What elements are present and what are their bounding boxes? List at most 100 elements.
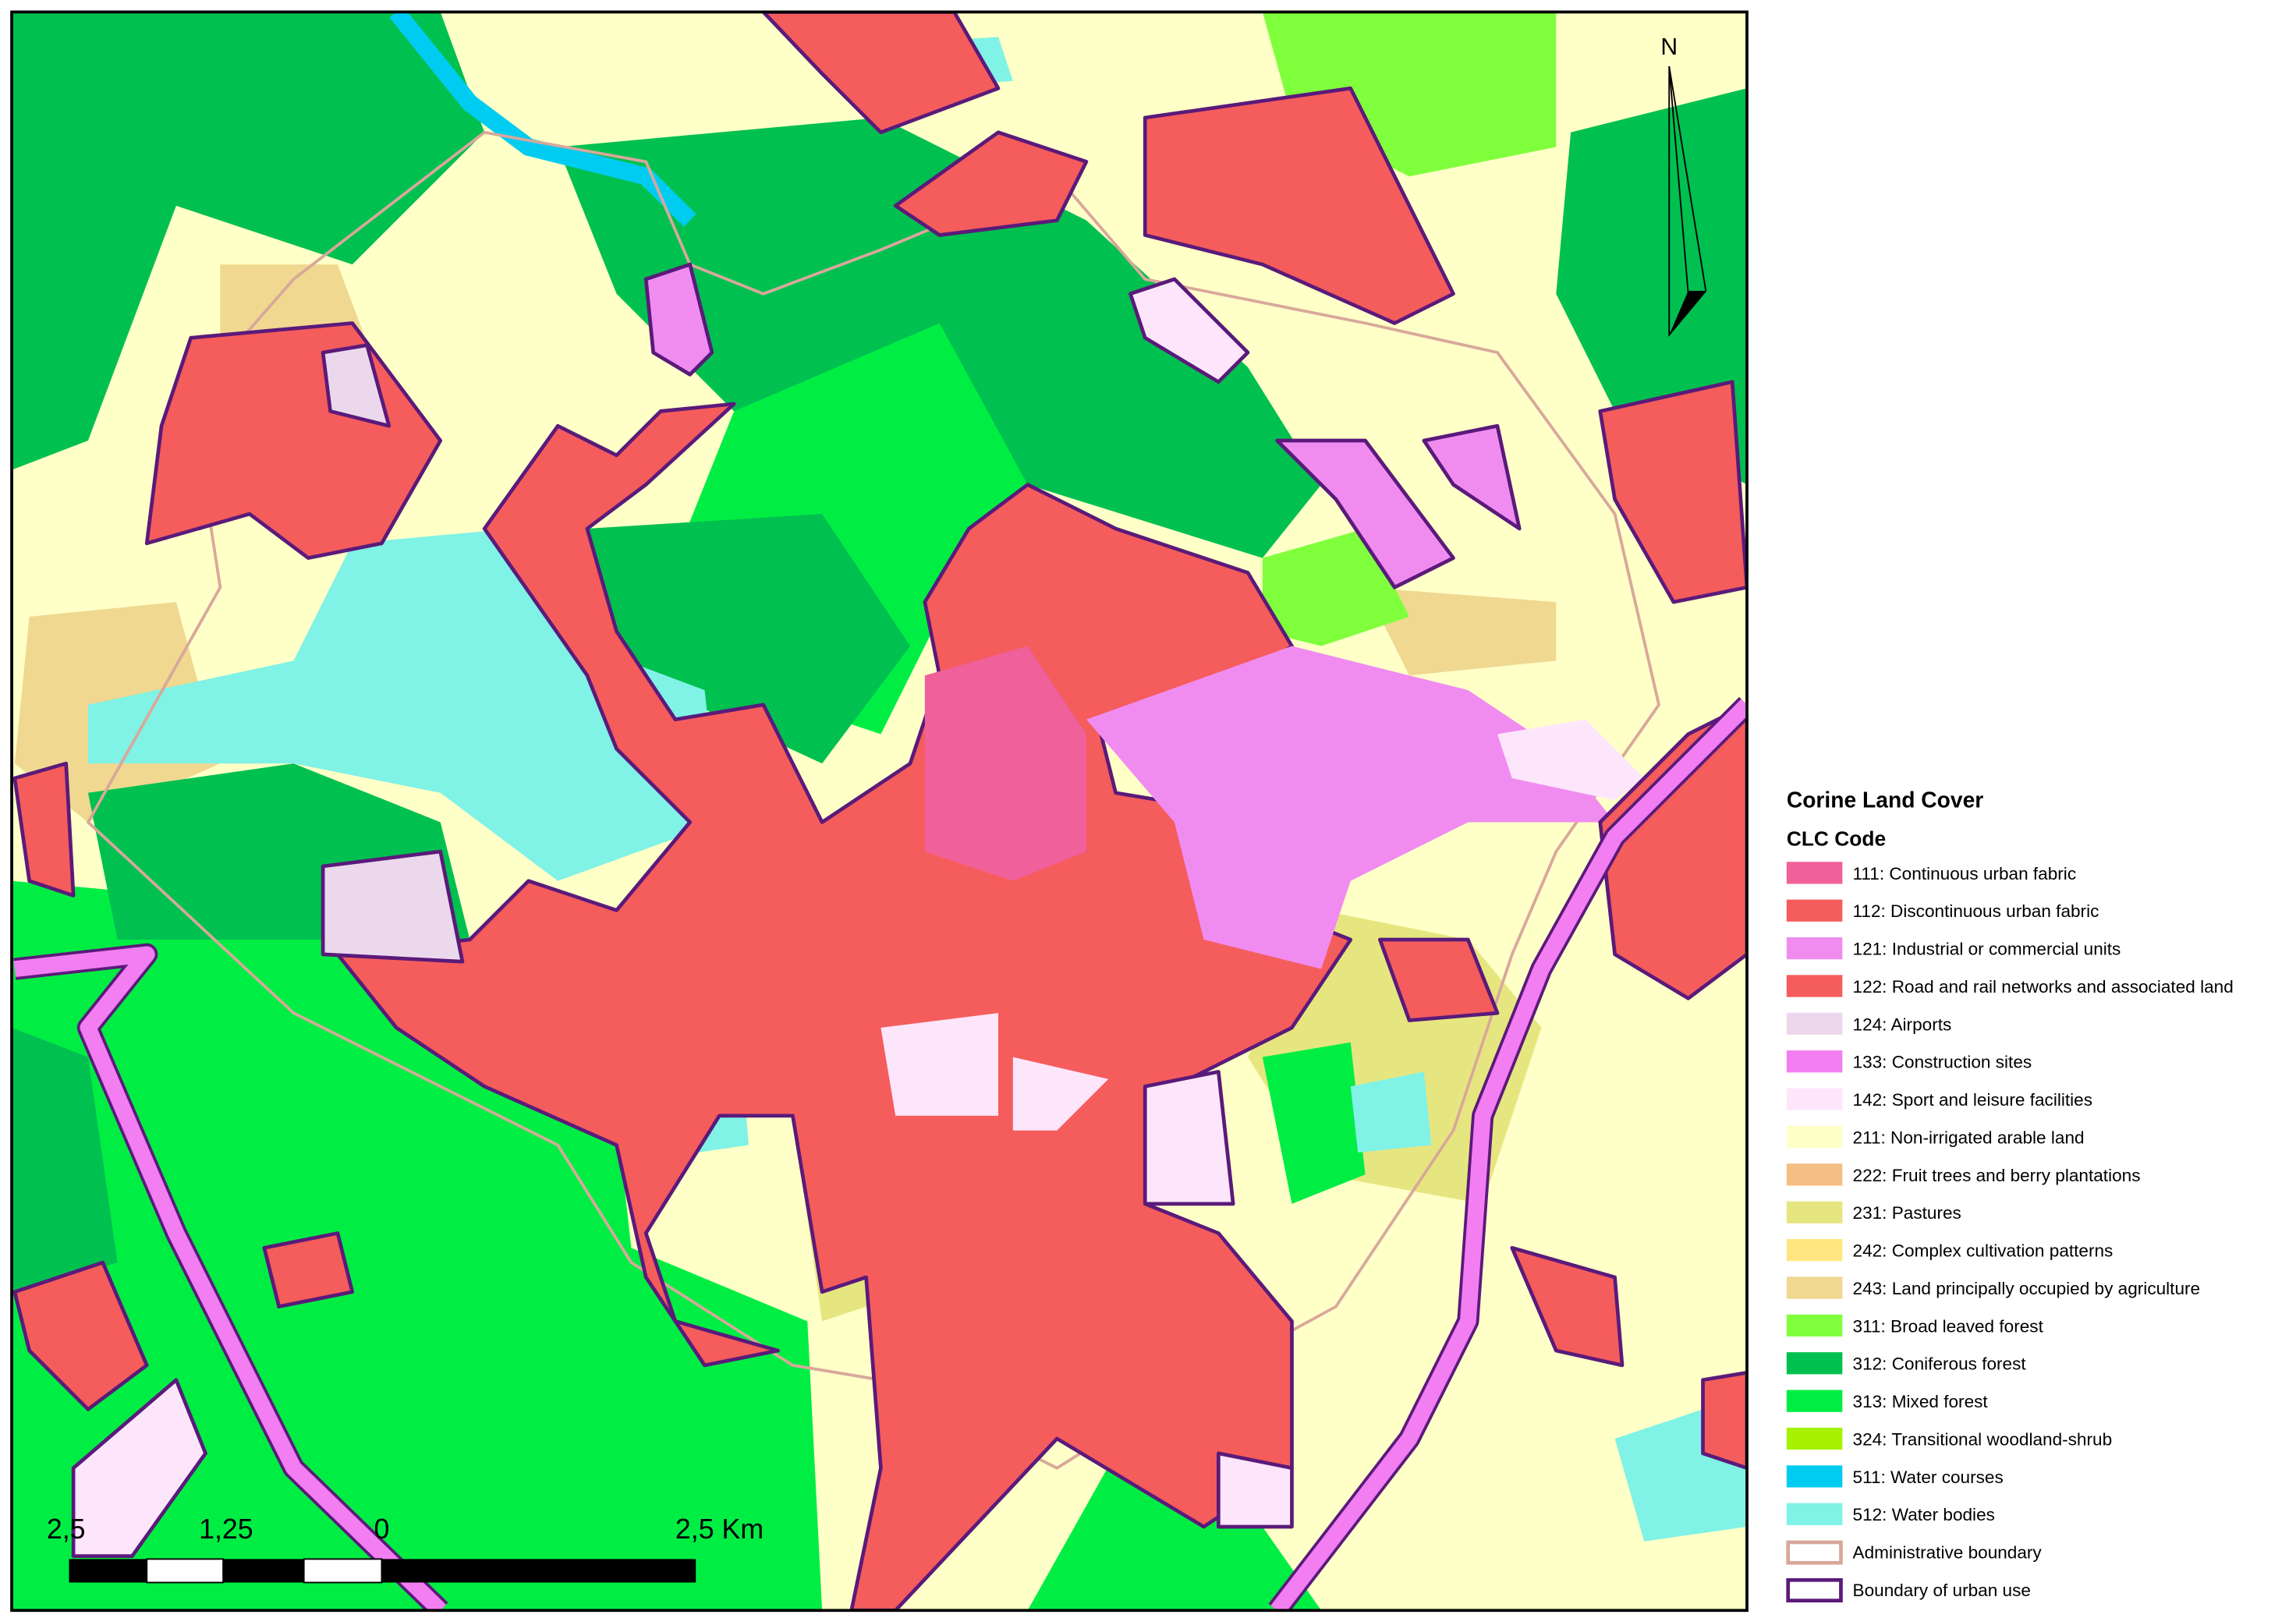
legend-swatch: [1786, 1390, 1843, 1412]
industrial-area: [643, 262, 714, 377]
legend-label: 312: Coniferous forest: [1853, 1354, 2027, 1374]
administrative-boundary: [86, 130, 1661, 1470]
legend-swatch: [1786, 975, 1843, 997]
legend-swatch: [1786, 1012, 1843, 1036]
urban-area: [1510, 1245, 1625, 1368]
legend-swatch: [1786, 1427, 1843, 1450]
urban-area: [12, 761, 76, 898]
road: [1270, 699, 1747, 1611]
sport-facility: [1497, 719, 1645, 801]
legend-label: 222: Fruit trees and berry plantations: [1853, 1166, 2141, 1185]
legend-label: 133: Construction sites: [1853, 1053, 2032, 1072]
mixed-forest: [1262, 1042, 1366, 1204]
urban-area: [12, 1260, 149, 1411]
coniferous-forest: [12, 1027, 118, 1292]
water-body: [1350, 1071, 1432, 1152]
legend-label: 313: Mixed forest: [1853, 1392, 1989, 1411]
coniferous-forest: [1556, 88, 1747, 485]
legend-label: 512: Water bodies: [1853, 1505, 1995, 1524]
legend-swatch: [1786, 937, 1843, 960]
legend-label: 211: Non-irrigated arable land: [1853, 1128, 2085, 1147]
legend-label: 243: Land principally occupied by agricu…: [1853, 1279, 2201, 1298]
airport: [321, 849, 465, 964]
legend-swatch: [1786, 862, 1843, 884]
legend-swatch: [1786, 1239, 1843, 1262]
scale-label: 0: [374, 1514, 389, 1545]
legend-label: 242: Complex cultivation patterns: [1853, 1241, 2114, 1261]
legend-swatch: [1786, 1314, 1843, 1337]
sport-facility: [1143, 1070, 1235, 1206]
urban-area: [1598, 380, 1747, 604]
legend-label: Boundary of urban use: [1853, 1581, 2031, 1600]
scale-label: 2,5 Km: [675, 1514, 764, 1545]
industrial-area: [1422, 423, 1522, 531]
legend-label: 122: Road and rail networks and associat…: [1853, 977, 2234, 997]
legend: Corine Land Cover CLC Code 111: Continuo…: [1786, 788, 2234, 1603]
legend-swatch: [1786, 1201, 1843, 1223]
legend-swatch: [1786, 1503, 1843, 1525]
legend-label: 112: Discontinuous urban fabric: [1853, 901, 2099, 921]
legend-subtitle: CLC Code: [1787, 827, 1886, 851]
scale-label: 1,25: [199, 1514, 253, 1545]
scale-segment: [223, 1559, 304, 1583]
map-body: [12, 12, 1747, 1611]
industrial-area: [1275, 438, 1455, 589]
scale-label: 2,5: [47, 1514, 86, 1545]
legend-swatch: [1786, 1352, 1843, 1375]
legend-swatch: [1786, 1276, 1843, 1299]
urban-area: [1598, 703, 1747, 1000]
industrial-area: [1086, 646, 1615, 969]
legend-label: 324: Transitional woodland-shrub: [1853, 1430, 2113, 1450]
scale-segment: [69, 1559, 147, 1583]
legend-swatch: [1786, 1540, 1843, 1565]
coniferous-forest: [586, 514, 911, 764]
sport-facility: [1217, 1451, 1294, 1529]
water-course: [389, 12, 696, 227]
legend-label: 124: Airports: [1853, 1014, 1952, 1034]
continuous-urban: [924, 646, 1086, 881]
coniferous-forest: [12, 12, 485, 470]
sport-facility: [1012, 1057, 1109, 1131]
legend-swatch: [1786, 1050, 1843, 1073]
mixed-forest: [1027, 1453, 1322, 1611]
north-arrow-line: [1668, 65, 1689, 294]
north-label: N: [1660, 34, 1678, 60]
sport-facility: [880, 1013, 998, 1116]
north-arrow: N: [1660, 34, 1707, 338]
road: [13, 946, 446, 1611]
urban-area: [335, 402, 1353, 1611]
scale-segment: [146, 1558, 225, 1584]
legend-label: 142: Sport and leisure facilities: [1853, 1090, 2092, 1110]
scale-bar: 2,5 1,25 0 2,5 Km: [47, 1514, 764, 1584]
legend-swatch: [1786, 899, 1843, 922]
scale-segment: [303, 1558, 383, 1584]
mixed-forest: [12, 880, 823, 1611]
legend-swatch: [1786, 1088, 1843, 1110]
urban-area: [1378, 937, 1500, 1022]
urban-area: [761, 12, 1001, 135]
legend-swatch: [1786, 1163, 1843, 1186]
broadleaf-forest: [1262, 528, 1410, 646]
legend-label: 111: Continuous urban fabric: [1853, 864, 2077, 883]
legend-label: 511: Water courses: [1853, 1468, 2004, 1487]
urban-area: [1143, 86, 1455, 325]
legend-swatch: [1786, 1125, 1843, 1149]
agriculture-patch: [1365, 587, 1557, 676]
sport-facility: [1129, 277, 1250, 384]
legend-label: 311: Broad leaved forest: [1853, 1316, 2044, 1336]
legend-label: 231: Pastures: [1853, 1203, 1961, 1223]
legend-title: Corine Land Cover: [1787, 788, 1983, 813]
scale-segment: [381, 1559, 696, 1583]
legend-swatch: [1786, 1577, 1843, 1603]
legend-label: Administrative boundary: [1853, 1543, 2043, 1563]
urban-area: [262, 1231, 355, 1308]
legend-swatch: [1786, 1465, 1843, 1488]
urban-area: [893, 130, 1089, 237]
urban-area: [1701, 1370, 1747, 1471]
airport: [321, 343, 392, 428]
map-frame: [10, 10, 1749, 1613]
sport-facility: [71, 1378, 207, 1558]
legend-label: 121: Industrial or commercial units: [1853, 940, 2121, 959]
